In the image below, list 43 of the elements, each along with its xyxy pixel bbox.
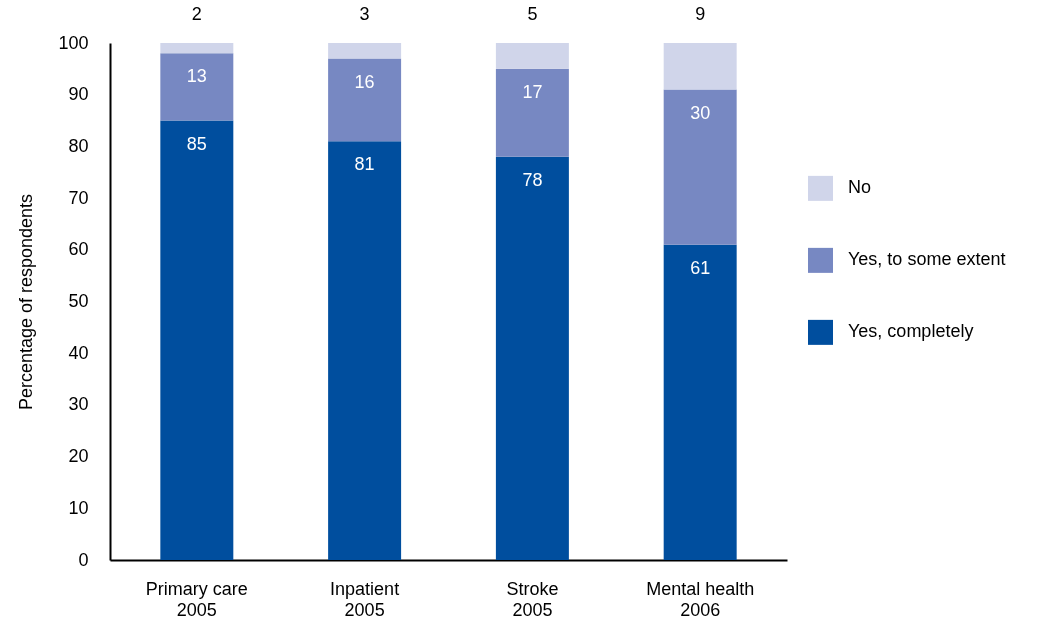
y-axis-title: Percentage of respondents bbox=[15, 193, 36, 411]
bar bbox=[663, 244, 737, 560]
data-label: 9 bbox=[695, 4, 706, 24]
bar bbox=[663, 89, 737, 245]
y-tick-label: 40 bbox=[68, 342, 89, 363]
data-label: 85 bbox=[186, 133, 207, 154]
y-tick-label: 10 bbox=[68, 497, 89, 518]
data-label: 2 bbox=[191, 4, 202, 24]
y-tick-label: 0 bbox=[78, 549, 89, 570]
bar bbox=[495, 156, 569, 560]
bar bbox=[328, 58, 402, 142]
data-label: 78 bbox=[522, 169, 543, 190]
data-label: 30 bbox=[690, 102, 711, 123]
bar bbox=[495, 68, 569, 157]
legend-label: No bbox=[848, 177, 872, 198]
legend-label: Yes, to some extent bbox=[848, 249, 1006, 270]
bar bbox=[160, 120, 234, 560]
data-label: 16 bbox=[354, 71, 375, 92]
bar bbox=[328, 141, 402, 560]
legend-label: Yes, completely bbox=[848, 321, 974, 342]
data-label: 61 bbox=[690, 257, 711, 278]
y-tick-label: 90 bbox=[68, 84, 89, 105]
data-label: 81 bbox=[354, 154, 375, 175]
data-label: 3 bbox=[359, 4, 370, 24]
bar bbox=[495, 43, 569, 69]
y-tick-label: 20 bbox=[68, 446, 89, 467]
x-tick-label: Stroke 2005 bbox=[506, 578, 559, 620]
x-tick-label: Mental health 2006 bbox=[646, 578, 755, 620]
bar bbox=[160, 43, 234, 54]
data-label: 5 bbox=[527, 4, 538, 24]
data-label: 13 bbox=[186, 66, 207, 87]
y-tick-label: 70 bbox=[68, 187, 89, 208]
y-tick-label: 60 bbox=[68, 239, 89, 260]
data-label: 17 bbox=[522, 81, 543, 102]
y-tick-label: 50 bbox=[68, 291, 89, 311]
bar bbox=[663, 43, 737, 90]
y-tick-label: 100 bbox=[58, 32, 89, 53]
y-tick-label: 80 bbox=[68, 135, 89, 156]
y-tick-label: 30 bbox=[68, 394, 89, 415]
x-tick-label: Inpatient 2005 bbox=[330, 578, 400, 620]
x-tick-label: Primary care 2005 bbox=[145, 578, 248, 620]
bar bbox=[160, 53, 234, 121]
bar bbox=[328, 43, 402, 59]
